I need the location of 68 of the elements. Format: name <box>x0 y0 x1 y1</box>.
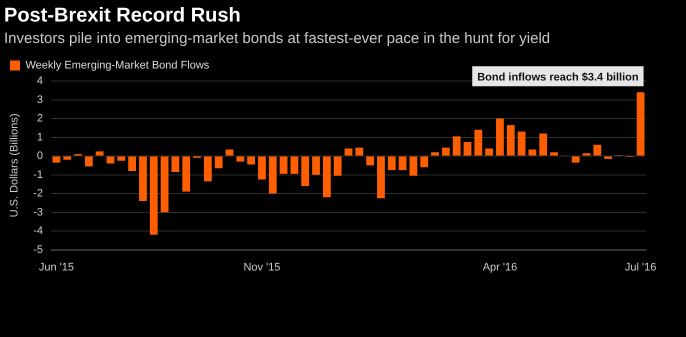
bar <box>63 156 72 160</box>
bar <box>214 156 223 168</box>
y-tick-label: 1 <box>36 131 43 144</box>
bar <box>485 148 494 156</box>
bar <box>474 130 482 156</box>
bar <box>301 156 310 186</box>
bar <box>464 142 472 156</box>
bar <box>355 148 364 156</box>
bar <box>182 156 190 192</box>
y-tick-label: 2 <box>36 112 43 125</box>
bar <box>334 156 342 176</box>
bar <box>518 132 526 156</box>
bar <box>236 156 244 162</box>
y-tick-label: -4 <box>33 225 43 238</box>
y-tick-label: -1 <box>33 168 43 181</box>
y-tick-label: 4 <box>36 75 43 88</box>
bar <box>582 153 590 156</box>
x-tick-label: Apr '16 <box>482 261 518 274</box>
x-tick-label: Jun '15 <box>38 261 74 274</box>
bar <box>172 156 180 172</box>
bar <box>377 156 385 198</box>
bar <box>410 156 418 176</box>
y-tick-label: 0 <box>36 150 43 162</box>
bar <box>84 156 93 166</box>
bar <box>431 152 439 156</box>
bar <box>247 156 256 164</box>
bar <box>452 136 461 156</box>
bar <box>420 156 428 168</box>
bar <box>636 92 644 156</box>
x-tick-label: Nov '15 <box>243 261 280 274</box>
bar <box>550 152 558 156</box>
chart-title: Post-Brexit Record Rush <box>4 4 241 27</box>
bar <box>268 156 277 194</box>
legend-label: Weekly Emerging-Market Bond Flows <box>26 60 210 72</box>
bar <box>128 156 136 172</box>
bar <box>366 156 374 166</box>
bar <box>52 156 60 163</box>
bar <box>150 156 158 235</box>
bar <box>322 156 331 198</box>
y-tick-label: -2 <box>33 188 43 200</box>
y-tick-label: -3 <box>33 206 43 218</box>
bar <box>388 156 396 170</box>
bar <box>539 134 548 156</box>
bar <box>344 148 352 156</box>
bar <box>280 156 288 174</box>
y-tick-label: -5 <box>33 244 43 256</box>
bar <box>106 156 114 164</box>
bar <box>160 156 168 212</box>
bar <box>496 118 504 156</box>
bar <box>528 149 536 156</box>
bar <box>96 151 104 156</box>
bar <box>312 156 320 175</box>
bar <box>572 156 580 163</box>
bar <box>290 156 298 174</box>
bar <box>258 156 266 180</box>
bar <box>506 125 515 156</box>
bar <box>117 156 126 161</box>
bar <box>442 148 450 156</box>
chart-subtitle: Investors pile into emerging-market bonds at fastest-ever pace in the hunt for yield <box>4 30 550 48</box>
bar <box>398 156 406 170</box>
y-axis-title: U.S. Dollars (Billions) <box>8 113 21 218</box>
x-tick-label: Jul '16 <box>624 261 656 274</box>
bar <box>226 149 234 156</box>
annotation: Bond inflows reach $3.4 billion <box>477 71 639 84</box>
y-tick-label: 3 <box>36 94 43 106</box>
bar <box>204 156 212 182</box>
bar <box>139 156 147 202</box>
bar <box>593 144 602 156</box>
